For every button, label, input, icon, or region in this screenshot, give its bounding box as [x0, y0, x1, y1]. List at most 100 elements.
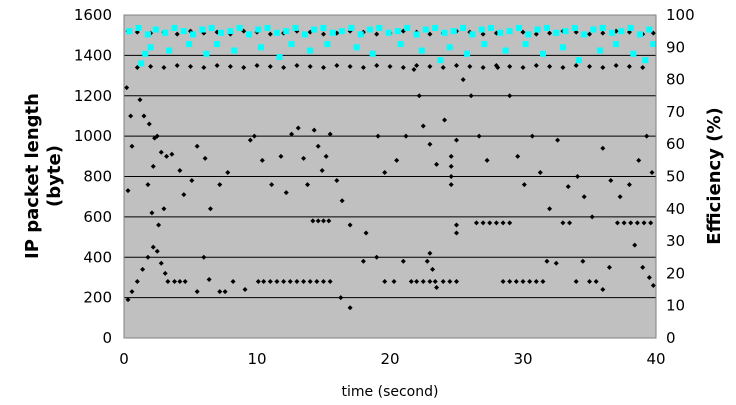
- packet-point: [242, 287, 248, 293]
- efficiency-point: [369, 50, 376, 57]
- efficiency-point: [264, 24, 271, 31]
- packet-point: [267, 63, 273, 69]
- packet-point: [141, 113, 147, 119]
- packet-point: [513, 278, 519, 284]
- packet-point: [636, 157, 642, 163]
- efficiency-point: [218, 29, 225, 36]
- packet-point: [487, 220, 493, 226]
- efficiency-point: [543, 24, 550, 31]
- efficiency-point: [394, 28, 401, 35]
- efficiency-point: [413, 31, 420, 38]
- efficiency-point: [525, 31, 532, 38]
- packet-point: [560, 64, 566, 70]
- efficiency-point: [650, 41, 657, 48]
- packet-point: [347, 305, 353, 311]
- packet-point: [201, 254, 207, 260]
- packet-point: [424, 258, 430, 264]
- packet-point: [442, 117, 448, 123]
- packet-point: [301, 155, 307, 161]
- efficiency-point: [227, 28, 234, 35]
- y-right-tick-label: 100: [666, 6, 695, 24]
- efficiency-point: [446, 44, 453, 51]
- packet-point: [650, 283, 656, 289]
- packet-point: [321, 64, 326, 70]
- efficiency-point: [162, 29, 169, 36]
- packet-point: [307, 278, 313, 284]
- packet-point: [323, 153, 329, 159]
- packet-point: [294, 278, 300, 284]
- packet-point: [188, 63, 193, 69]
- packet-point: [311, 127, 317, 133]
- packet-point: [124, 85, 130, 91]
- efficiency-point: [307, 47, 314, 54]
- packet-point: [339, 198, 345, 204]
- packet-point: [608, 178, 614, 184]
- packet-point: [521, 182, 527, 188]
- packet-point: [321, 278, 326, 284]
- packet-point: [177, 167, 183, 173]
- packet-point: [644, 133, 650, 139]
- efficiency-point: [613, 41, 620, 48]
- efficiency-point: [186, 41, 193, 48]
- efficiency-point: [571, 24, 578, 31]
- packet-point: [327, 131, 333, 137]
- packet-point: [427, 31, 433, 37]
- packet-point: [267, 31, 273, 37]
- packet-point: [400, 64, 406, 70]
- packet-point: [520, 278, 526, 284]
- y-left-tick-label: 600: [83, 208, 112, 226]
- packet-point: [363, 230, 369, 236]
- packet-point: [161, 64, 167, 70]
- packet-point: [181, 192, 187, 198]
- packet-point: [600, 145, 606, 151]
- efficiency-point: [478, 26, 485, 33]
- efficiency-point: [422, 26, 429, 33]
- efficiency-point: [609, 29, 616, 36]
- packet-point: [326, 218, 332, 224]
- y-right-ticks: 0 10 20 30 40 50 60 70 80 90 100: [666, 6, 695, 347]
- packet-point: [420, 123, 426, 129]
- y-right-tick-label: 0: [666, 329, 676, 347]
- packet-point: [617, 194, 623, 200]
- efficiency-point: [208, 24, 215, 31]
- packet-point: [547, 206, 553, 212]
- y-left-tick-label: 800: [83, 168, 112, 186]
- packet-point: [374, 62, 380, 68]
- packet-point: [507, 278, 513, 284]
- packet-point: [241, 64, 247, 70]
- packet-point: [408, 278, 414, 284]
- efficiency-point: [506, 28, 513, 35]
- efficiency-point: [497, 29, 504, 36]
- packet-point: [269, 182, 275, 188]
- packet-point: [640, 264, 646, 270]
- packet-point: [448, 174, 454, 179]
- packet-point: [165, 278, 171, 284]
- packet-point: [440, 278, 446, 284]
- efficiency-point: [590, 26, 597, 33]
- packet-point: [580, 258, 586, 264]
- packet-point: [169, 151, 175, 157]
- y-right-tick-label: 60: [666, 135, 685, 153]
- packet-point: [626, 182, 632, 188]
- packet-point: [207, 206, 213, 212]
- x-axis-title: time (second): [342, 384, 439, 400]
- packet-point: [500, 278, 506, 284]
- packet-point: [154, 133, 160, 139]
- packet-point: [225, 169, 231, 175]
- packet-point: [593, 278, 599, 284]
- packet-point: [154, 248, 160, 254]
- efficiency-point: [276, 53, 283, 60]
- packet-point: [626, 63, 632, 69]
- packet-point: [287, 278, 293, 284]
- packet-point: [321, 31, 326, 37]
- packet-point: [547, 30, 553, 36]
- packet-point: [606, 264, 612, 270]
- packet-point: [493, 220, 499, 226]
- packet-point: [634, 220, 640, 226]
- packet-point: [600, 287, 606, 293]
- packet-point: [646, 274, 652, 280]
- packet-point: [400, 258, 406, 264]
- y-left-tick-label: 1200: [74, 87, 112, 105]
- packet-point: [255, 278, 261, 284]
